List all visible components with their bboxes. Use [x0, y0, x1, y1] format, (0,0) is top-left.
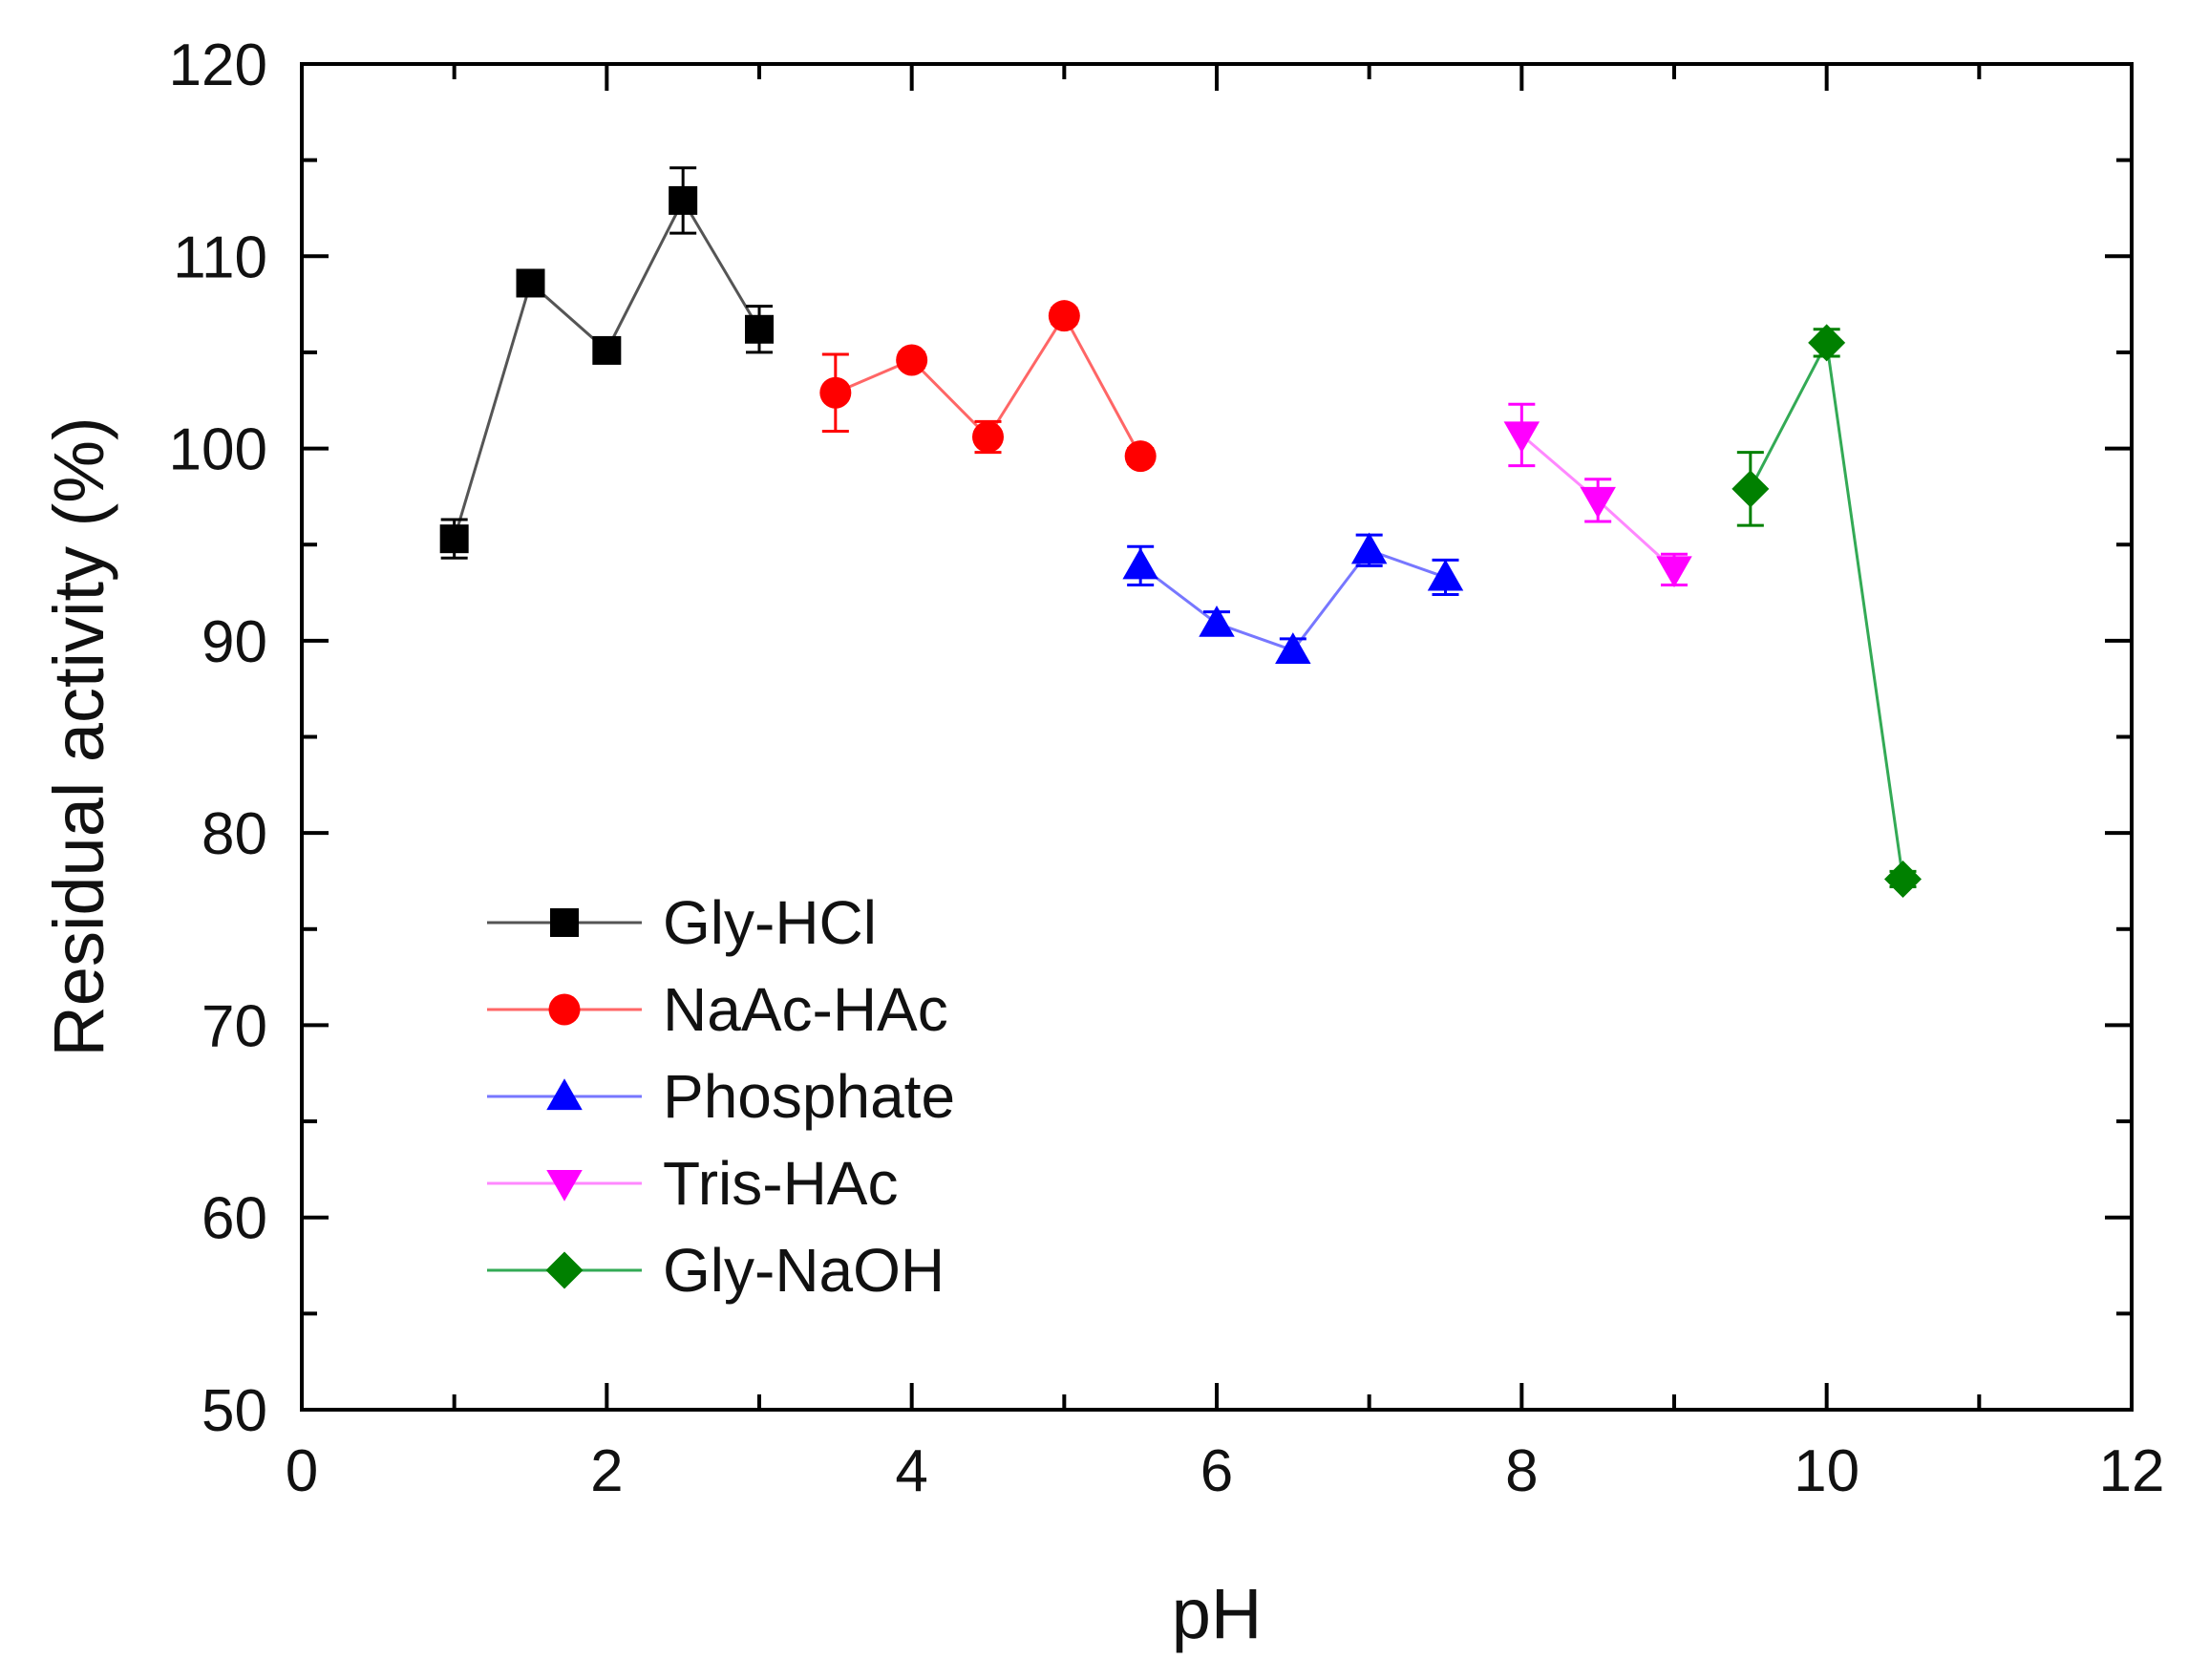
- data-point: [1503, 421, 1540, 454]
- legend-marker: [545, 1251, 584, 1289]
- axes-ticks: [300, 62, 2134, 1412]
- plot-frame: [300, 62, 2134, 1412]
- legend-label: Phosphate: [663, 1062, 955, 1131]
- x-tick-label: 4: [895, 1438, 927, 1504]
- data-point: [1580, 486, 1616, 519]
- legend-marker: [548, 993, 581, 1026]
- series-gly-naoh: [1731, 324, 1922, 898]
- data-point: [745, 314, 774, 344]
- data-point: [669, 185, 698, 215]
- x-tick-label: 6: [1200, 1438, 1233, 1504]
- data-point: [1048, 300, 1080, 332]
- series-tris-hac: [1503, 402, 1692, 588]
- y-tick-label: 50: [202, 1378, 267, 1444]
- data-point: [1122, 547, 1158, 580]
- y-tick-label: 80: [202, 801, 267, 867]
- legend-item: Phosphate: [487, 1062, 955, 1131]
- series-line: [1749, 338, 1904, 880]
- data-point: [972, 420, 1004, 453]
- y-axis-title: Residual activity (%): [39, 416, 118, 1056]
- y-tick-label: 120: [169, 32, 267, 98]
- series-phosphate: [1122, 532, 1464, 664]
- legend-marker: [550, 908, 579, 937]
- y-tick-label: 100: [169, 417, 267, 483]
- legend-label: Gly-HCl: [663, 888, 877, 957]
- data-point: [1656, 556, 1692, 588]
- legend-marker: [546, 1169, 583, 1202]
- legend-item: Tris-HAc: [487, 1149, 898, 1218]
- data-point: [819, 376, 852, 409]
- legend: Gly-HCl NaAc-HAc Phosphate Tris-HAc Gly-NaOH: [487, 888, 955, 1305]
- x-axis-title: pH: [1172, 1574, 1263, 1653]
- data-point: [1884, 860, 1922, 898]
- series-naac-hac: [819, 300, 1157, 473]
- legend-item: NaAc-HAc: [487, 975, 948, 1044]
- x-tick-label: 2: [590, 1438, 623, 1504]
- x-tick-label: 12: [2099, 1438, 2165, 1504]
- data-point: [1808, 324, 1846, 362]
- data-point: [1199, 605, 1235, 637]
- data-point: [896, 344, 928, 376]
- y-tick-label: 70: [202, 993, 267, 1059]
- data-point: [592, 335, 622, 365]
- legend-label: Gly-NaOH: [663, 1236, 945, 1305]
- y-tick-label: 90: [202, 609, 267, 675]
- legend-marker: [546, 1078, 583, 1111]
- legend-item: Gly-NaOH: [487, 1236, 945, 1305]
- legend-item: Gly-HCl: [487, 888, 877, 957]
- legend-label: Tris-HAc: [663, 1149, 898, 1218]
- y-tick-label: 60: [202, 1186, 267, 1252]
- data-point: [439, 524, 469, 554]
- data-point: [1427, 559, 1464, 591]
- x-tick-label: 0: [286, 1438, 318, 1504]
- data-point: [1275, 632, 1311, 664]
- data-point: [1350, 532, 1388, 564]
- data-point: [516, 268, 545, 298]
- tick-labels: 0 2 4 6 8 10 12 50 60 70 80 90 100 110 120: [169, 32, 2165, 1504]
- series-gly-hcl: [439, 166, 774, 560]
- x-tick-label: 8: [1505, 1438, 1538, 1504]
- y-tick-label: 110: [173, 224, 267, 290]
- plot-area: [439, 166, 1922, 898]
- series-line: [453, 197, 761, 540]
- data-point: [1731, 470, 1770, 508]
- legend-label: NaAc-HAc: [663, 975, 948, 1044]
- data-point: [1124, 440, 1157, 473]
- x-tick-label: 10: [1794, 1438, 1859, 1504]
